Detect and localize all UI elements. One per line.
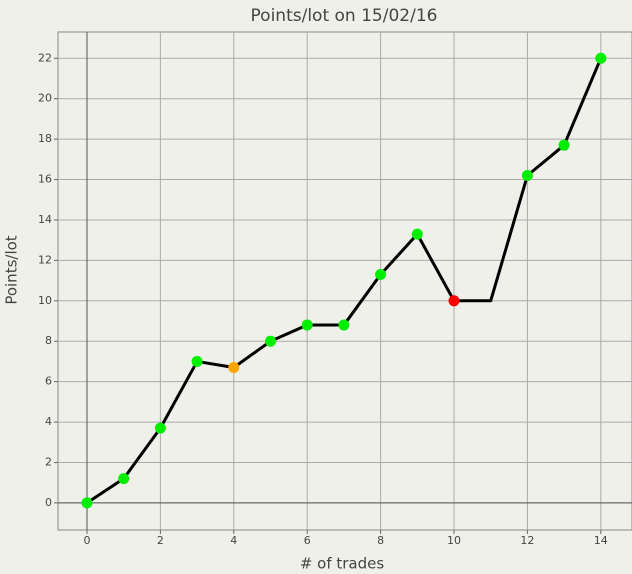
y-tick-label: 2 <box>45 455 52 468</box>
y-tick-label: 12 <box>38 253 52 266</box>
x-tick-label: 6 <box>304 534 311 547</box>
y-tick-label: 14 <box>38 213 52 226</box>
y-tick-label: 4 <box>45 415 52 428</box>
x-tick-label: 12 <box>520 534 534 547</box>
point-marker <box>521 169 533 181</box>
x-axis-label: # of trades <box>300 555 385 573</box>
y-tick-label: 8 <box>45 334 52 347</box>
point-marker <box>81 497 93 509</box>
x-tick-label: 4 <box>230 534 237 547</box>
y-tick-label: 20 <box>38 92 52 105</box>
point-marker <box>228 362 240 374</box>
x-tick-label: 8 <box>377 534 384 547</box>
x-tick-label: 0 <box>83 534 90 547</box>
x-tick-label: 2 <box>157 534 164 547</box>
y-tick-label: 10 <box>38 294 52 307</box>
point-marker <box>264 335 276 347</box>
point-marker <box>118 473 130 485</box>
y-tick-label: 0 <box>45 496 52 509</box>
point-marker <box>301 319 313 331</box>
point-marker <box>595 52 607 64</box>
point-marker <box>154 422 166 434</box>
point-marker <box>191 355 203 367</box>
chart-title: Points/lot on 15/02/16 <box>251 6 438 26</box>
point-marker <box>558 139 570 151</box>
y-tick-label: 18 <box>38 132 52 145</box>
y-axis-label: Points/lot <box>3 235 21 304</box>
point-marker <box>411 228 423 240</box>
point-marker <box>448 295 460 307</box>
point-marker <box>375 269 387 281</box>
plot-area <box>57 31 632 531</box>
y-tick-label: 16 <box>38 173 52 186</box>
y-tick-label: 6 <box>45 375 52 388</box>
x-tick-label: 14 <box>594 534 608 547</box>
point-marker <box>338 319 350 331</box>
x-tick-label: 10 <box>447 534 461 547</box>
y-tick-label: 22 <box>38 51 52 64</box>
